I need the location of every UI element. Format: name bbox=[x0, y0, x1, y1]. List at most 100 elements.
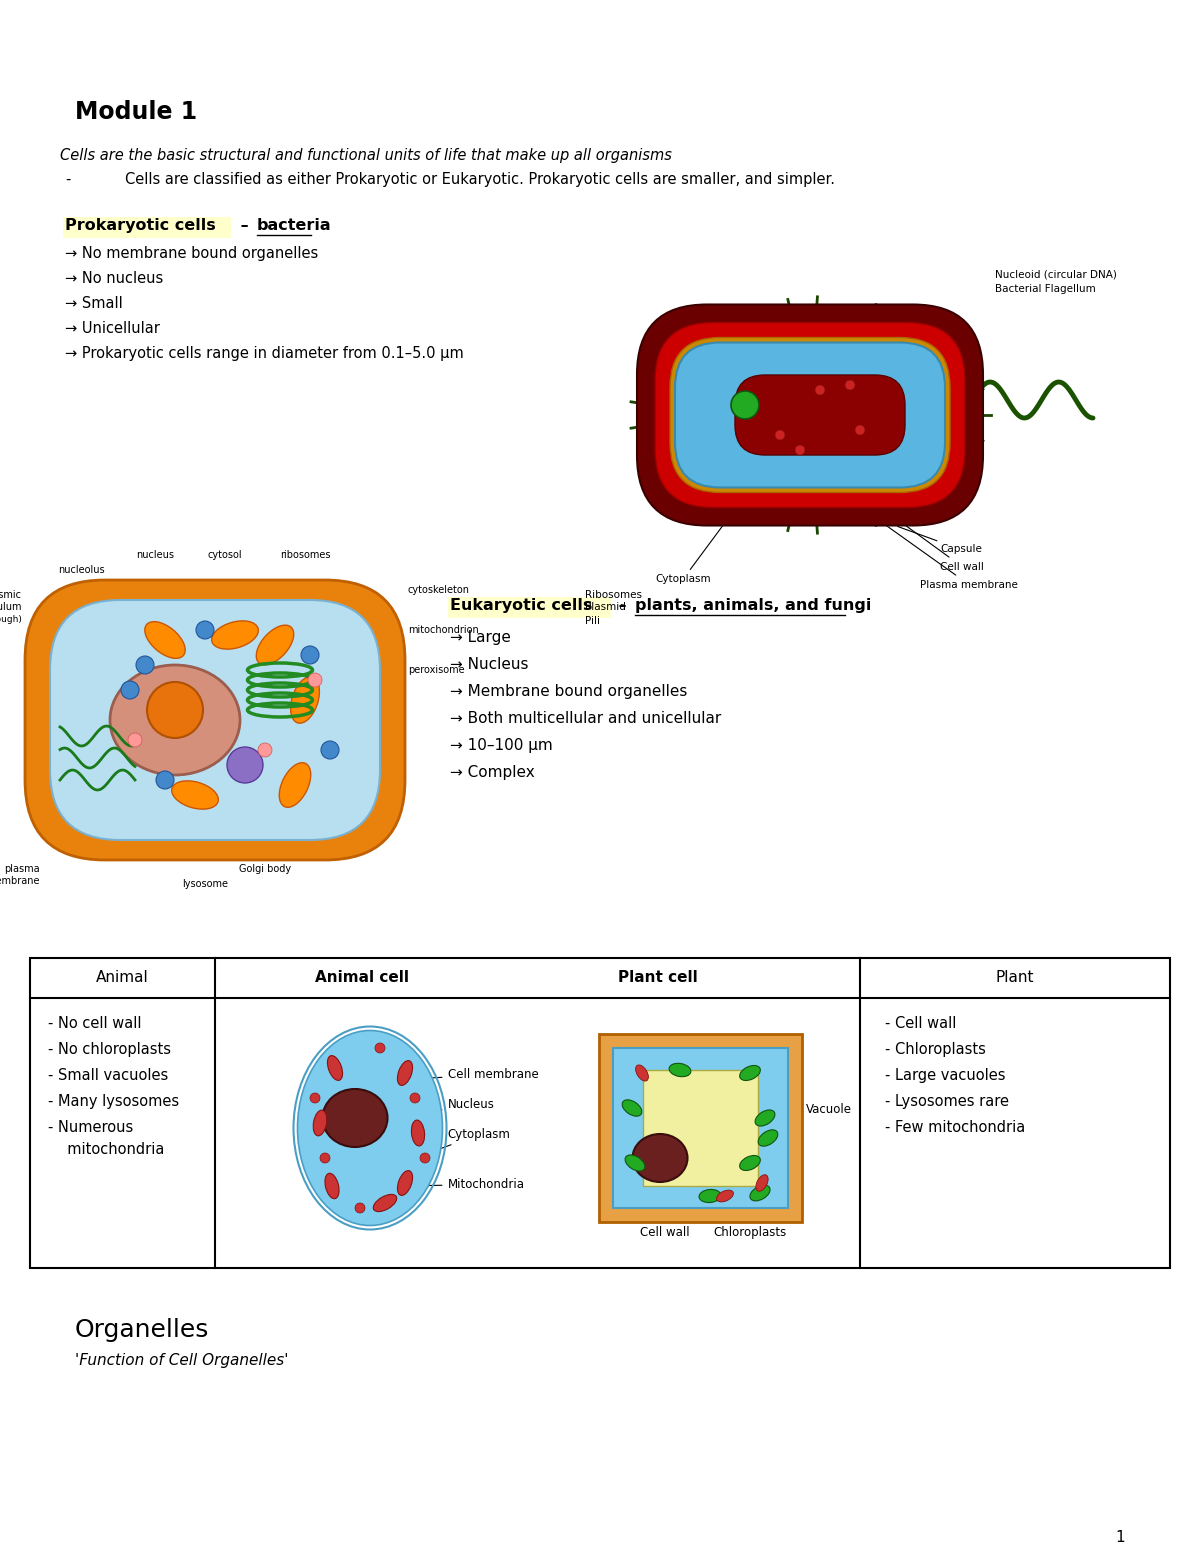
Circle shape bbox=[227, 747, 263, 783]
Text: - Cell wall: - Cell wall bbox=[886, 1016, 956, 1031]
FancyBboxPatch shape bbox=[448, 596, 611, 618]
Text: endoplasmic: endoplasmic bbox=[0, 590, 22, 599]
Circle shape bbox=[854, 426, 865, 435]
Text: Pili: Pili bbox=[586, 615, 600, 626]
Text: Animal cell: Animal cell bbox=[314, 971, 409, 986]
Circle shape bbox=[731, 391, 760, 419]
Circle shape bbox=[775, 430, 785, 439]
Circle shape bbox=[156, 770, 174, 789]
Text: Cells are classified as either Prokaryotic or Eukaryotic. Prokaryotic cells are : Cells are classified as either Prokaryot… bbox=[125, 172, 835, 186]
Text: Cell wall: Cell wall bbox=[887, 512, 984, 572]
Text: Nucleus: Nucleus bbox=[373, 1098, 494, 1123]
Text: → Unicellular: → Unicellular bbox=[65, 321, 160, 335]
Circle shape bbox=[796, 446, 805, 455]
Ellipse shape bbox=[373, 1194, 397, 1211]
Text: - Chloroplasts: - Chloroplasts bbox=[886, 1042, 986, 1058]
Text: - Many lysosomes: - Many lysosomes bbox=[48, 1093, 179, 1109]
Circle shape bbox=[322, 741, 340, 759]
FancyBboxPatch shape bbox=[670, 337, 950, 492]
Circle shape bbox=[410, 1093, 420, 1103]
Ellipse shape bbox=[145, 621, 185, 658]
FancyBboxPatch shape bbox=[655, 323, 965, 508]
Bar bbox=[599, 1034, 802, 1222]
Text: Plant cell: Plant cell bbox=[618, 971, 697, 986]
Text: membrane: membrane bbox=[0, 876, 40, 887]
Circle shape bbox=[308, 672, 322, 686]
Text: lysosome: lysosome bbox=[182, 879, 228, 888]
Ellipse shape bbox=[412, 1120, 425, 1146]
Ellipse shape bbox=[328, 1056, 342, 1081]
Text: → 10–100 μm: → 10–100 μm bbox=[450, 738, 553, 753]
Text: nucleolus: nucleolus bbox=[59, 565, 106, 575]
Text: Cell membrane: Cell membrane bbox=[433, 1068, 539, 1081]
Ellipse shape bbox=[397, 1171, 413, 1196]
Text: cytoskeleton: cytoskeleton bbox=[408, 585, 470, 595]
Ellipse shape bbox=[280, 763, 311, 808]
Ellipse shape bbox=[755, 1110, 775, 1126]
Text: Cytoplasm: Cytoplasm bbox=[418, 1127, 510, 1157]
Text: –: – bbox=[235, 217, 254, 233]
Text: - No cell wall: - No cell wall bbox=[48, 1016, 142, 1031]
Text: Cytoplasm: Cytoplasm bbox=[655, 438, 788, 584]
Text: Cells are the basic structural and functional units of life that make up all org: Cells are the basic structural and funct… bbox=[60, 148, 672, 163]
Text: cytosol: cytosol bbox=[208, 550, 242, 561]
Text: - Numerous: - Numerous bbox=[48, 1120, 133, 1135]
Circle shape bbox=[148, 682, 203, 738]
Ellipse shape bbox=[625, 1155, 644, 1171]
Ellipse shape bbox=[632, 1134, 688, 1182]
Circle shape bbox=[374, 1044, 385, 1053]
Ellipse shape bbox=[670, 1064, 691, 1076]
Text: reticulum: reticulum bbox=[0, 603, 22, 612]
Text: Mitochondria: Mitochondria bbox=[403, 1179, 524, 1191]
FancyBboxPatch shape bbox=[25, 579, 406, 860]
Bar bbox=[612, 1048, 787, 1208]
Text: → No nucleus: → No nucleus bbox=[65, 272, 163, 286]
Text: - Large vacuoles: - Large vacuoles bbox=[886, 1068, 1006, 1082]
Circle shape bbox=[310, 1093, 320, 1103]
Ellipse shape bbox=[257, 626, 294, 665]
Text: Animal: Animal bbox=[96, 971, 149, 986]
Circle shape bbox=[320, 1152, 330, 1163]
Text: Prokaryotic cells: Prokaryotic cells bbox=[65, 217, 216, 233]
Text: Nucleoid (circular DNA): Nucleoid (circular DNA) bbox=[995, 270, 1117, 280]
Circle shape bbox=[420, 1152, 430, 1163]
Ellipse shape bbox=[700, 1190, 721, 1202]
Text: Plasmid: Plasmid bbox=[586, 603, 626, 612]
Ellipse shape bbox=[716, 1190, 733, 1202]
Text: 1: 1 bbox=[1115, 1530, 1124, 1545]
Ellipse shape bbox=[750, 1185, 770, 1200]
Ellipse shape bbox=[323, 1089, 388, 1148]
Text: → Nucleus: → Nucleus bbox=[450, 657, 528, 672]
Text: ribosomes: ribosomes bbox=[280, 550, 330, 561]
Ellipse shape bbox=[739, 1155, 761, 1171]
Ellipse shape bbox=[739, 1065, 761, 1081]
Text: -: - bbox=[65, 172, 71, 186]
Ellipse shape bbox=[636, 1065, 648, 1081]
Text: → Complex: → Complex bbox=[450, 766, 535, 780]
Circle shape bbox=[136, 655, 154, 674]
Text: → Membrane bound organelles: → Membrane bound organelles bbox=[450, 683, 688, 699]
Text: bacteria: bacteria bbox=[257, 217, 331, 233]
Text: Vacuole: Vacuole bbox=[743, 1103, 852, 1118]
Circle shape bbox=[121, 682, 139, 699]
Circle shape bbox=[355, 1204, 365, 1213]
Text: → No membrane bound organelles: → No membrane bound organelles bbox=[65, 245, 318, 261]
Text: Chloroplasts: Chloroplasts bbox=[713, 1225, 787, 1239]
Ellipse shape bbox=[110, 665, 240, 775]
Text: → Small: → Small bbox=[65, 297, 122, 311]
Circle shape bbox=[258, 742, 272, 756]
Text: 'Function of Cell Organelles': 'Function of Cell Organelles' bbox=[74, 1353, 288, 1368]
Text: plants, animals, and fungi: plants, animals, and fungi bbox=[635, 598, 871, 613]
Ellipse shape bbox=[325, 1173, 340, 1199]
FancyBboxPatch shape bbox=[734, 374, 905, 455]
Text: Capsule: Capsule bbox=[898, 526, 982, 554]
FancyBboxPatch shape bbox=[64, 217, 230, 238]
Circle shape bbox=[301, 646, 319, 665]
Text: Module 1: Module 1 bbox=[74, 99, 197, 124]
Text: Cell wall: Cell wall bbox=[640, 1225, 690, 1239]
Text: Golgi body: Golgi body bbox=[239, 863, 292, 874]
Ellipse shape bbox=[397, 1061, 413, 1086]
Ellipse shape bbox=[290, 677, 319, 724]
Text: Plasma membrane: Plasma membrane bbox=[842, 494, 1018, 590]
Text: - No chloroplasts: - No chloroplasts bbox=[48, 1042, 172, 1058]
